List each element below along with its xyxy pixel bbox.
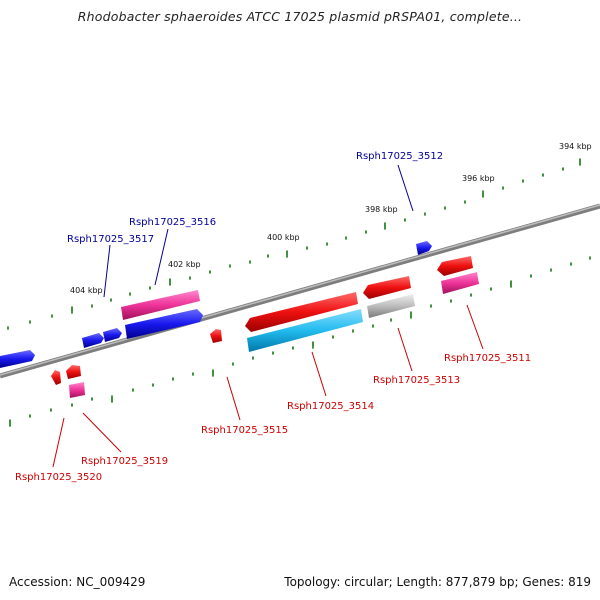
gene-arrow-3516[interactable] <box>125 309 203 339</box>
gene-arrow-3513-pseudo[interactable] <box>367 294 415 318</box>
gene-arrow-left-edge[interactable] <box>0 350 35 368</box>
leader-3519 <box>82 412 122 453</box>
gene-label-3516[interactable]: Rsph17025_3516 <box>129 217 216 228</box>
accession-text: Accession: NC_009429 <box>9 575 146 589</box>
gene-arrow-3512[interactable] <box>416 241 432 255</box>
gene-label-3511[interactable]: Rsph17025_3511 <box>444 353 531 364</box>
genome-backbone-highlight <box>0 204 600 376</box>
tick-label-398: 398 kbp <box>365 205 398 214</box>
leader-3512 <box>397 164 414 212</box>
gene-arrow-3520[interactable] <box>51 370 61 385</box>
gene-arrow-3516-rna[interactable] <box>121 290 200 320</box>
leader-3517 <box>103 244 111 298</box>
gene-label-3513[interactable]: Rsph17025_3513 <box>373 375 460 386</box>
gene-label-3520[interactable]: Rsph17025_3520 <box>15 472 102 483</box>
gene-label-3514[interactable]: Rsph17025_3514 <box>287 401 374 412</box>
leader-3513 <box>397 327 413 372</box>
gene-arrow-3514[interactable] <box>245 292 358 332</box>
gene-label-3512[interactable]: Rsph17025_3512 <box>356 151 443 162</box>
gene-arrow-3511-rna[interactable] <box>441 272 479 294</box>
tick-label-402: 402 kbp <box>168 260 201 269</box>
leader-3515 <box>226 376 241 421</box>
tick-label-394: 394 kbp <box>559 142 592 151</box>
leader-3514 <box>311 351 327 397</box>
gene-arrow-3517b[interactable] <box>103 328 122 342</box>
leader-3520 <box>52 417 65 468</box>
inner-tick-arc <box>9 256 591 427</box>
gene-arrow-3519[interactable] <box>66 365 81 379</box>
tick-label-400: 400 kbp <box>267 233 300 242</box>
tick-label-404: 404 kbp <box>70 286 103 295</box>
summary-text: Topology: circular; Length: 877,879 bp; … <box>284 575 591 589</box>
gene-arrow-3517[interactable] <box>82 333 104 348</box>
gene-arrow-3513[interactable] <box>363 276 411 299</box>
outer-tick-arc <box>7 158 581 330</box>
gene-label-3519[interactable]: Rsph17025_3519 <box>81 456 168 467</box>
leader-3516 <box>154 228 169 286</box>
gene-arrow-3511[interactable] <box>437 256 473 276</box>
gene-arrow-3515[interactable] <box>210 329 222 343</box>
map-title: Rhodobacter sphaeroides ATCC 17025 plasm… <box>77 9 523 24</box>
gene-label-3517[interactable]: Rsph17025_3517 <box>67 234 154 245</box>
gene-arrow-3519-rna[interactable] <box>69 382 85 398</box>
tick-label-396: 396 kbp <box>462 174 495 183</box>
gene-label-3515[interactable]: Rsph17025_3515 <box>201 425 288 436</box>
leader-3511 <box>466 304 484 350</box>
gene-arrow-3514-rna[interactable] <box>247 309 363 352</box>
